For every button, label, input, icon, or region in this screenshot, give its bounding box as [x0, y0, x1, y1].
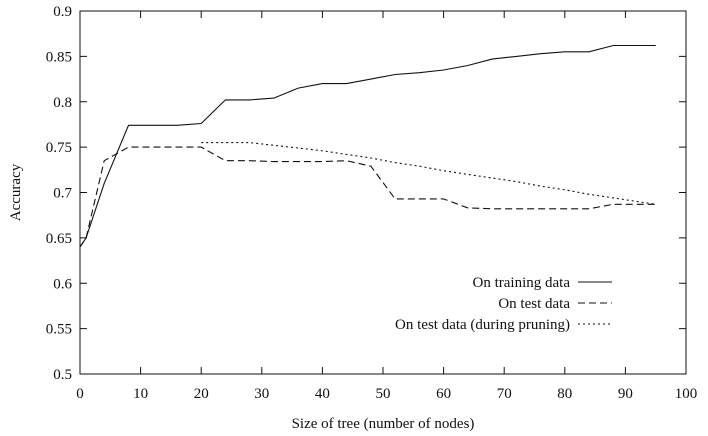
x-tick-label: 20 [194, 386, 209, 402]
chart-legend: On training data On test data On test data… [395, 275, 612, 333]
y-tick-label: 0.7 [53, 186, 72, 202]
legend-label: On test data (during pruning) [395, 317, 570, 333]
series-line-2 [79, 146, 656, 248]
x-tick-label: 60 [436, 386, 451, 402]
y-axis-title: Accuracy [8, 163, 24, 221]
plot-frame [79, 10, 687, 375]
series-lines [79, 44, 656, 248]
y-tick-label: 0.9 [53, 4, 72, 20]
series-line-3 [201, 142, 656, 205]
x-tick-label: 40 [315, 386, 330, 402]
y-tick-label: 0.65 [46, 231, 72, 247]
y-tick-label: 0.55 [46, 322, 72, 338]
legend-label: On test data [498, 296, 570, 312]
x-axis-title: Size of tree (number of nodes) [292, 416, 475, 432]
axis-ticks [79, 10, 687, 375]
x-tick-label: 30 [254, 386, 269, 402]
y-tick-label: 0.8 [53, 95, 72, 111]
x-tick-label: 10 [133, 386, 148, 402]
legend-label: On training data [473, 275, 571, 291]
x-tick-label: 50 [376, 386, 391, 402]
y-tick-label: 0.5 [53, 367, 72, 383]
axis-tick-labels: 0 10 20 30 40 50 60 70 80 90 100 0.5 0.55 0.6 0.65 0.7 0… [46, 4, 698, 402]
x-tick-label: 100 [675, 386, 698, 402]
x-tick-label: 80 [557, 386, 572, 402]
y-tick-label: 0.6 [53, 276, 72, 292]
x-tick-label: 90 [618, 386, 633, 402]
x-tick-label: 0 [76, 386, 84, 402]
series-line-1 [79, 44, 656, 248]
x-tick-label: 70 [497, 386, 512, 402]
y-tick-label: 0.75 [46, 140, 72, 156]
y-tick-label: 0.85 [46, 49, 72, 65]
